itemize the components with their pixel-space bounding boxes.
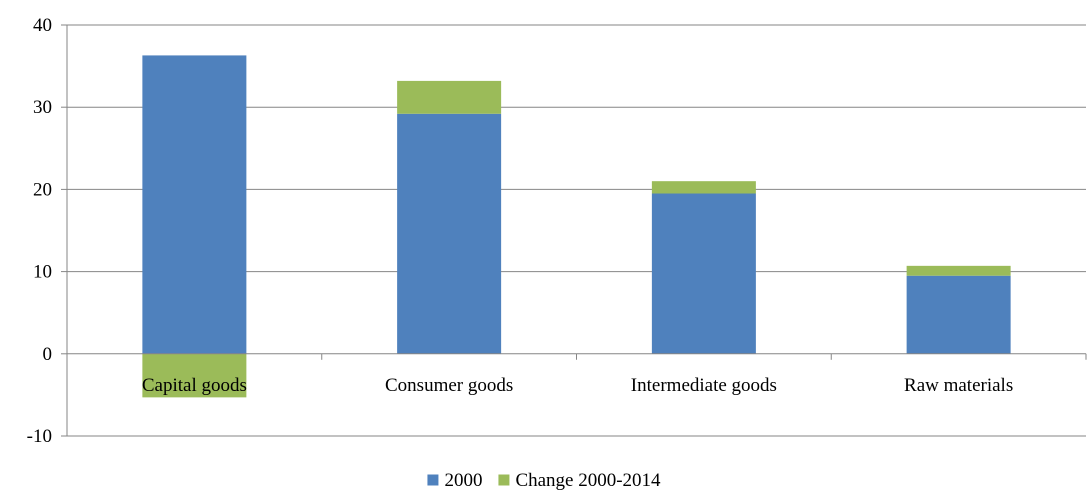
y-tick-label: 30	[33, 97, 52, 118]
category-label: Intermediate goods	[631, 375, 777, 396]
y-tick-label: 20	[33, 179, 52, 200]
y-tick-label: -10	[27, 426, 52, 447]
bar-base-0	[142, 55, 247, 354]
bars	[142, 55, 1011, 398]
bar-base-3	[906, 275, 1011, 354]
y-tick-label: 0	[43, 344, 53, 365]
category-labels: Capital goods Consumer goods Intermediate …	[142, 375, 1013, 396]
bar-change-1	[397, 80, 502, 114]
bar-base-1	[397, 113, 502, 354]
y-tick-label: 40	[33, 15, 52, 36]
bar-base-2	[651, 193, 756, 354]
bar-change-2	[651, 181, 756, 194]
bar-change-3	[906, 265, 1011, 276]
y-tick-labels: -10 0 10 20 30 40	[27, 15, 52, 447]
y-tick-label: 10	[33, 262, 52, 283]
legend-swatch-0	[427, 474, 439, 486]
category-label: Capital goods	[142, 375, 247, 396]
legend-label-1: Change 2000-2014	[515, 470, 661, 491]
category-label: Consumer goods	[385, 375, 513, 396]
legend-label-0: 2000	[444, 470, 482, 491]
category-label: Raw materials	[904, 375, 1013, 396]
bar-change-0	[142, 353, 247, 398]
legend: 2000 Change 2000-2014	[427, 470, 661, 491]
legend-swatch-1	[498, 474, 510, 486]
axes	[61, 24, 1087, 437]
